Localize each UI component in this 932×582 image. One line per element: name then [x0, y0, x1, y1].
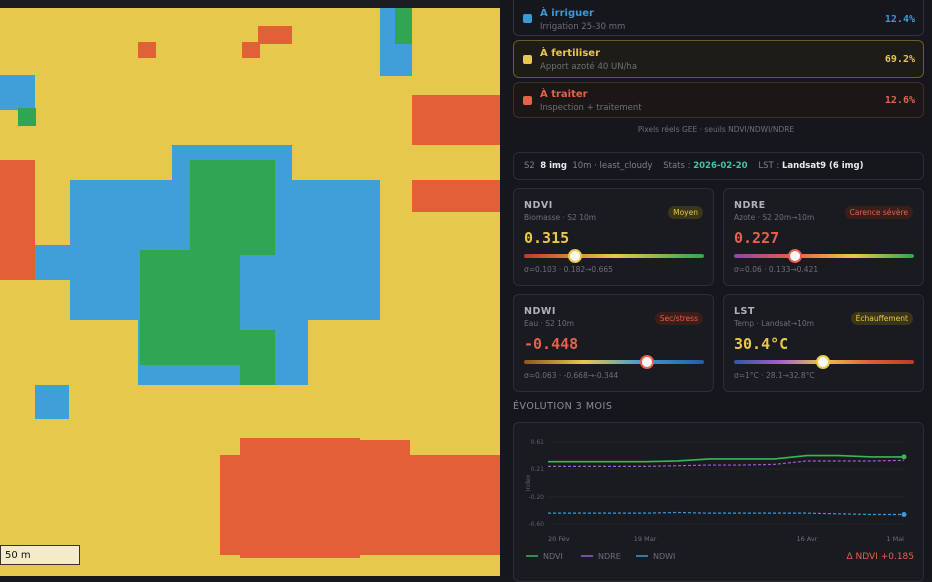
- chart-annotation: Δ NDVI +0.185: [847, 552, 915, 562]
- legend-swatch: [523, 55, 532, 64]
- legend-card[interactable]: À fertiliser Apport azoté 40 UN/ha 69.2%: [513, 40, 924, 78]
- index-slider: [524, 254, 704, 258]
- index-value: -0.448: [524, 335, 579, 353]
- source-note: Pixels réels GEE · seuils NDVI/NDWI/NDRE: [637, 125, 795, 134]
- map-top-bar: [0, 0, 500, 8]
- index-card[interactable]: NDWI Eau · S2 10m Sec/stress -0.448 σ=0.…: [513, 294, 714, 392]
- legend-card[interactable]: À irriguer Irrigation 25-30 mm 12.4%: [513, 0, 924, 36]
- index-name: NDWI: [524, 306, 556, 317]
- side-panel: À irriguer Irrigation 25-30 mm 12.4% À f…: [500, 0, 932, 582]
- y-tick-label: 0.21: [531, 466, 545, 473]
- x-tick-label: 19 Mar: [634, 535, 657, 543]
- legend-subtitle: Apport azoté 40 UN/ha: [540, 62, 638, 72]
- pixel-zone: [395, 8, 412, 44]
- legend-title: À fertiliser: [540, 48, 601, 59]
- index-subtitle: Biomasse · S2 10m: [524, 213, 597, 222]
- y-tick-label: -0.20: [528, 494, 544, 501]
- index-value: 0.315: [524, 229, 570, 247]
- legend-label: NDVI: [543, 552, 563, 561]
- series-line: [548, 511, 904, 516]
- index-name: NDVI: [524, 200, 553, 211]
- pixel-zone: [35, 385, 69, 419]
- pixel-zone: [140, 250, 240, 365]
- legend-card[interactable]: À traiter Inspection + traitement 12.6%: [513, 82, 924, 118]
- index-subtitle: Azote · S2 20m→10m: [734, 213, 815, 222]
- index-subtitle: Temp · Landsat→10m: [734, 319, 815, 328]
- y-tick-label: 0.61: [531, 439, 545, 446]
- s2-label: S2: [524, 161, 535, 171]
- index-slider: [734, 254, 914, 258]
- legend-subtitle: Inspection + traitement: [540, 103, 642, 113]
- slider-knob: [816, 355, 830, 369]
- pixel-zone: [412, 95, 500, 145]
- index-value: 30.4°C: [734, 335, 789, 353]
- pixel-zone: [0, 160, 35, 280]
- pixel-zone: [190, 160, 275, 255]
- x-tick-label: 1 Mai: [886, 535, 904, 543]
- index-subtitle: Eau · S2 10m: [524, 319, 575, 328]
- index-badge: Carence sévère: [844, 206, 913, 219]
- index-badge: Moyen: [668, 206, 703, 219]
- s2-count: 8 img: [540, 161, 567, 171]
- slider-knob: [640, 355, 654, 369]
- index-slider: [524, 360, 704, 364]
- end-marker: [901, 512, 907, 518]
- index-card[interactable]: NDRE Azote · S2 20m→10m Carence sévère 0…: [723, 188, 924, 286]
- section-title: ÉVOLUTION 3 MOIS: [513, 401, 613, 412]
- index-stats: σ=1°C · 28.1→32.8°C: [734, 371, 815, 380]
- y-axis-label: index: [525, 474, 532, 491]
- index-card[interactable]: NDVI Biomasse · S2 10m Moyen 0.315 σ=0.1…: [513, 188, 714, 286]
- lst-label: LST :: [758, 161, 780, 171]
- series-line: [548, 459, 905, 467]
- legend-swatch: [523, 96, 532, 105]
- legend-value: 12.4%: [884, 14, 915, 25]
- pixel-zone: [138, 42, 156, 58]
- chart: index Δ NDVI +0.185 0.61 0.21 -0.20 -0.60 20…: [525, 439, 915, 562]
- slider-knob: [788, 249, 802, 263]
- legend-title: À traiter: [540, 89, 588, 100]
- info-bar: S2 8 img 10m · least_cloudy Stats : 2026…: [513, 152, 924, 180]
- pixel-zone: [220, 455, 500, 555]
- legend-subtitle: Irrigation 25-30 mm: [540, 22, 626, 32]
- pixel-zone: [412, 180, 500, 212]
- legend-value: 69.2%: [884, 54, 915, 65]
- pixel-zone: [35, 245, 95, 280]
- index-value: 0.227: [734, 229, 780, 247]
- series-line: [548, 454, 904, 463]
- pixel-zone: [355, 440, 410, 470]
- end-marker: [901, 454, 907, 460]
- pixel-zone: [0, 75, 35, 110]
- legend-title: À irriguer: [540, 8, 594, 19]
- index-name: LST: [734, 306, 755, 317]
- pixel-zone: [258, 26, 292, 44]
- slider-knob: [568, 249, 582, 263]
- pixel-zone: [242, 42, 260, 58]
- index-badge: Échauffement: [850, 312, 913, 325]
- stats-label: Stats :: [663, 161, 691, 171]
- stats-date: 2026-02-20: [693, 161, 748, 171]
- pixel-zone: [240, 330, 275, 385]
- legend-label: NDWI: [653, 552, 675, 561]
- map-scale: 50 m: [0, 545, 80, 565]
- chart-card: index Δ NDVI +0.185 0.61 0.21 -0.20 -0.60 20…: [513, 422, 924, 582]
- index-card[interactable]: LST Temp · Landsat→10m Échauffement 30.4…: [723, 294, 924, 392]
- s2-detail: 10m · least_cloudy: [572, 161, 653, 171]
- index-badge: Sec/stress: [654, 312, 703, 325]
- legend-value: 12.6%: [884, 95, 915, 106]
- index-stats: σ=0.06 · 0.133→0.421: [734, 265, 819, 274]
- x-tick-label: 16 Avr: [796, 535, 817, 543]
- index-stats: σ=0.103 · 0.182→0.665: [524, 265, 613, 274]
- pixel-zone: [18, 108, 36, 126]
- lst-source: Landsat9 (6 img): [781, 161, 864, 171]
- legend-label: NDRE: [598, 552, 621, 561]
- x-tick-label: 20 Fév: [548, 535, 570, 543]
- map[interactable]: 50 m: [0, 0, 500, 576]
- index-name: NDRE: [734, 200, 766, 211]
- y-tick-label: -0.60: [528, 521, 544, 528]
- legend-swatch: [523, 14, 532, 23]
- index-stats: σ=0.063 · -0.668→-0.344: [524, 371, 619, 380]
